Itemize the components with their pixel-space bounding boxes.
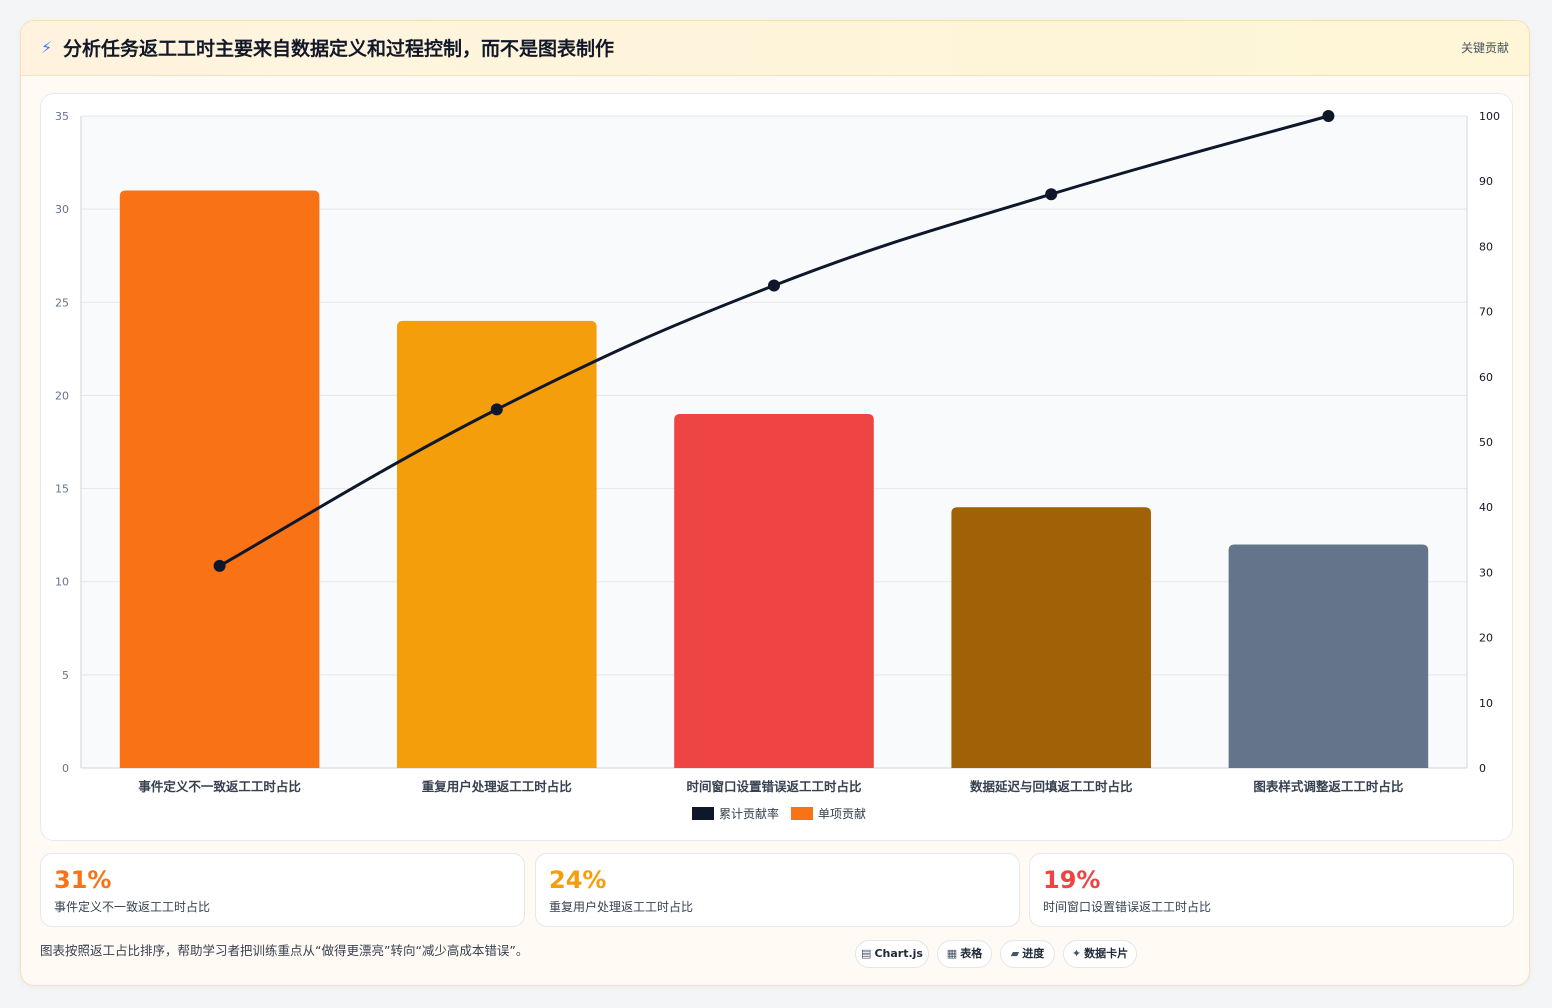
y-left-tick-label: 10	[55, 576, 69, 589]
y-right-tick-label: 70	[1479, 306, 1493, 319]
table-icon: ▦	[946, 947, 958, 960]
bar	[119, 190, 320, 768]
chip-chartjs[interactable]: ▤ Chart.js	[855, 940, 929, 968]
y-left-tick-label: 5	[62, 669, 69, 682]
cumulative-point	[768, 279, 780, 292]
stat-cards: 31% 事件定义不一致返工工时占比 24% 重复用户处理返工工时占比 19% 时…	[40, 853, 1514, 927]
stat-value: 19%	[1043, 866, 1101, 894]
chip-progress[interactable]: ▰ 进度	[1000, 940, 1055, 968]
stat-card: 31% 事件定义不一致返工工时占比	[40, 853, 525, 927]
bar	[1228, 544, 1429, 768]
chip-label: 数据卡片	[1084, 947, 1129, 960]
x-tick-label: 时间窗口设置错误返工工时占比	[686, 779, 862, 794]
chart-panel: 0 5 10 15 20 25 30 35 0 10 20 30 40 50 60 70 80 90 100 事件定义…	[40, 93, 1513, 841]
chip-label: 表格	[960, 947, 983, 960]
y-right-tick-label: 20	[1479, 632, 1493, 645]
y-right-tick-label: 60	[1479, 371, 1493, 384]
y-right-tick-label: 100	[1479, 110, 1500, 123]
bar	[397, 320, 597, 768]
stat-value: 31%	[54, 866, 112, 894]
lightning-icon: ⚡	[41, 38, 53, 57]
chip-label: Chart.js	[874, 947, 923, 960]
sparkle-icon: ✦	[1071, 947, 1082, 960]
x-tick-label: 图表样式调整返工工时占比	[1253, 779, 1404, 794]
card-title: 分析任务返工工时主要来自数据定义和过程控制，而不是图表制作	[63, 38, 615, 60]
chart-icon: ▤	[861, 947, 872, 960]
y-right-tick-label: 80	[1479, 240, 1493, 253]
y-right-tick-label: 10	[1479, 697, 1493, 710]
y-right-tick-label: 90	[1479, 175, 1493, 188]
stat-label: 重复用户处理返工工时占比	[549, 900, 694, 914]
legend-label: 单项贡献	[818, 806, 866, 821]
chip-table[interactable]: ▦ 表格	[937, 940, 992, 968]
bar	[674, 414, 874, 768]
y-right-tick-label: 50	[1479, 436, 1493, 449]
stat-value: 24%	[549, 866, 607, 894]
y-right-tick-label: 30	[1479, 566, 1493, 579]
report-card: ⚡ 分析任务返工工时主要来自数据定义和过程控制，而不是图表制作 关键贡献 0 5 1…	[20, 20, 1530, 986]
y-left-tick-label: 15	[55, 483, 69, 496]
progress-icon: ▰	[1010, 947, 1020, 960]
pareto-chart: 0 5 10 15 20 25 30 35 0 10 20 30 40 50 60 70 80 90 100 事件定义…	[55, 110, 1500, 821]
y-left-tick-label: 0	[62, 762, 69, 775]
footnote: 图表按照返工占比排序，帮助学习者把训练重点从“做得更漂亮”转向“减少高成本错误”…	[40, 943, 529, 958]
legend-swatch	[692, 807, 714, 820]
y-right-tick-label: 40	[1479, 501, 1493, 514]
x-tick-label: 重复用户处理返工工时占比	[422, 779, 573, 794]
chip-data-card[interactable]: ✦ 数据卡片	[1063, 940, 1137, 968]
x-tick-label: 事件定义不一致返工工时占比	[138, 779, 301, 794]
chip-label: 进度	[1022, 947, 1045, 960]
stat-label: 时间窗口设置错误返工工时占比	[1043, 900, 1212, 914]
stat-card: 19% 时间窗口设置错误返工工时占比	[1029, 853, 1514, 927]
stat-card: 24% 重复用户处理返工工时占比	[535, 853, 1020, 927]
cumulative-point	[1045, 188, 1058, 201]
cumulative-point	[1322, 110, 1335, 122]
y-left-tick-label: 20	[55, 389, 69, 402]
cumulative-point	[490, 403, 503, 416]
y-left-tick-label: 25	[55, 296, 69, 309]
legend-swatch	[791, 807, 813, 820]
x-tick-label: 数据延迟与回填返工工时占比	[969, 779, 1133, 794]
y-left-tick-label: 35	[55, 110, 69, 123]
key-contribution-tag: 关键贡献	[1460, 41, 1509, 55]
cumulative-point	[213, 559, 226, 572]
y-right-tick-label: 0	[1479, 762, 1486, 775]
bar	[951, 507, 1151, 768]
y-left-tick-label: 30	[55, 203, 69, 216]
legend-label: 累计贡献率	[719, 806, 779, 821]
stat-label: 事件定义不一致返工工时占比	[54, 900, 211, 914]
card-header: ⚡ 分析任务返工工时主要来自数据定义和过程控制，而不是图表制作 关键贡献	[21, 21, 1529, 76]
